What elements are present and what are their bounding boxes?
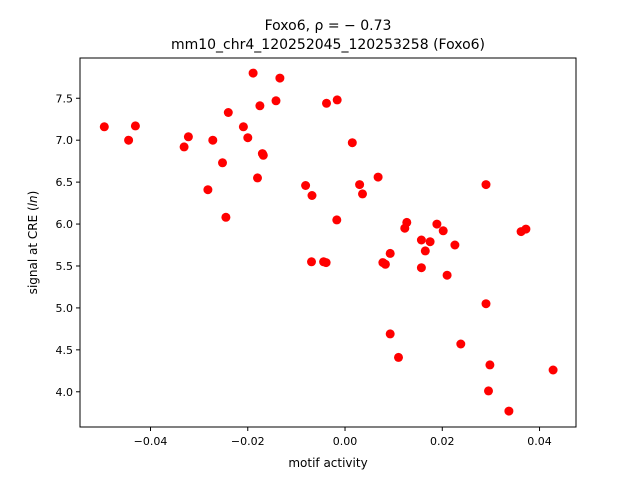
chart-title-line1: Foxo6, ρ = − 0.73 [265, 18, 392, 34]
data-point-14 [255, 101, 265, 111]
x-axis-ticks: −0.04 −0.02 0.00 0.02 0.04 [134, 427, 552, 448]
y-tick-label: 5.0 [56, 302, 74, 315]
data-point-41 [425, 237, 435, 247]
data-point-29 [358, 189, 367, 199]
data-point-20 [307, 191, 317, 200]
data-point-33 [385, 248, 395, 258]
data-point-44 [442, 270, 452, 280]
data-point-11 [243, 133, 253, 143]
data-point-4 [183, 132, 193, 142]
plot-frame [79, 57, 577, 428]
y-tick-label: 5.5 [56, 260, 74, 273]
data-point-53 [521, 224, 531, 234]
data-point-0 [99, 122, 109, 132]
x-tick-label: −0.02 [231, 435, 265, 448]
data-point-23 [321, 258, 331, 268]
data-point-49 [484, 386, 493, 396]
x-axis-label: motif activity [288, 456, 367, 470]
y-tick-label: 7.0 [56, 134, 74, 147]
x-tick-label: −0.04 [134, 435, 168, 448]
data-point-18 [275, 73, 285, 83]
data-point-10 [238, 122, 248, 132]
x-tick-label: 0.00 [333, 435, 358, 448]
data-point-34 [385, 329, 395, 339]
y-tick-label: 6.0 [56, 218, 74, 231]
y-tick-label: 4.0 [56, 386, 74, 399]
data-point-6 [203, 185, 213, 195]
data-point-51 [504, 406, 514, 416]
data-point-35 [394, 352, 403, 362]
data-point-27 [347, 138, 357, 148]
data-point-8 [223, 108, 233, 117]
data-point-16 [258, 150, 268, 160]
data-point-7 [218, 158, 227, 168]
y-axis-label-italic: ln [26, 195, 40, 206]
data-point-48 [481, 299, 491, 309]
data-point-21 [307, 257, 316, 267]
data-point-47 [481, 180, 491, 190]
x-tick-label: 0.04 [527, 435, 552, 448]
data-point-30 [373, 172, 383, 182]
data-point-17 [271, 96, 281, 106]
data-point-1 [124, 135, 134, 145]
data-point-39 [416, 263, 426, 273]
data-point-50 [485, 360, 495, 370]
data-point-46 [456, 339, 466, 349]
x-tick-label: 0.02 [430, 435, 455, 448]
data-point-3 [179, 142, 189, 152]
data-point-45 [450, 240, 460, 250]
data-point-5 [208, 135, 218, 145]
y-axis-label: signal at CRE (ln) [26, 191, 40, 295]
data-point-12 [248, 68, 258, 78]
data-point-54 [548, 365, 558, 375]
chart-title-line2: mm10_chr4_120252045_120253258 (Foxo6) [171, 37, 485, 53]
data-point-40 [420, 246, 430, 256]
data-point-25 [332, 95, 342, 105]
data-point-2 [130, 121, 140, 131]
data-point-43 [438, 226, 448, 236]
data-point-32 [380, 259, 390, 269]
y-tick-label: 4.5 [56, 344, 74, 357]
data-point-26 [332, 215, 342, 225]
data-point-37 [402, 217, 412, 227]
y-axis-label-suffix: ) [26, 191, 40, 196]
data-points [99, 68, 558, 416]
data-point-42 [432, 219, 442, 229]
y-tick-label: 7.5 [56, 92, 74, 105]
y-axis-label-prefix: signal at CRE ( [26, 206, 40, 294]
y-axis-ticks: 4.0 4.5 5.0 5.5 6.0 6.5 7.0 7.5 [56, 92, 80, 399]
data-point-28 [355, 180, 365, 190]
data-point-19 [301, 181, 311, 190]
data-point-9 [221, 212, 231, 222]
data-point-24 [322, 98, 331, 108]
data-point-38 [416, 235, 426, 245]
y-tick-label: 6.5 [56, 176, 74, 189]
data-point-13 [253, 173, 262, 183]
